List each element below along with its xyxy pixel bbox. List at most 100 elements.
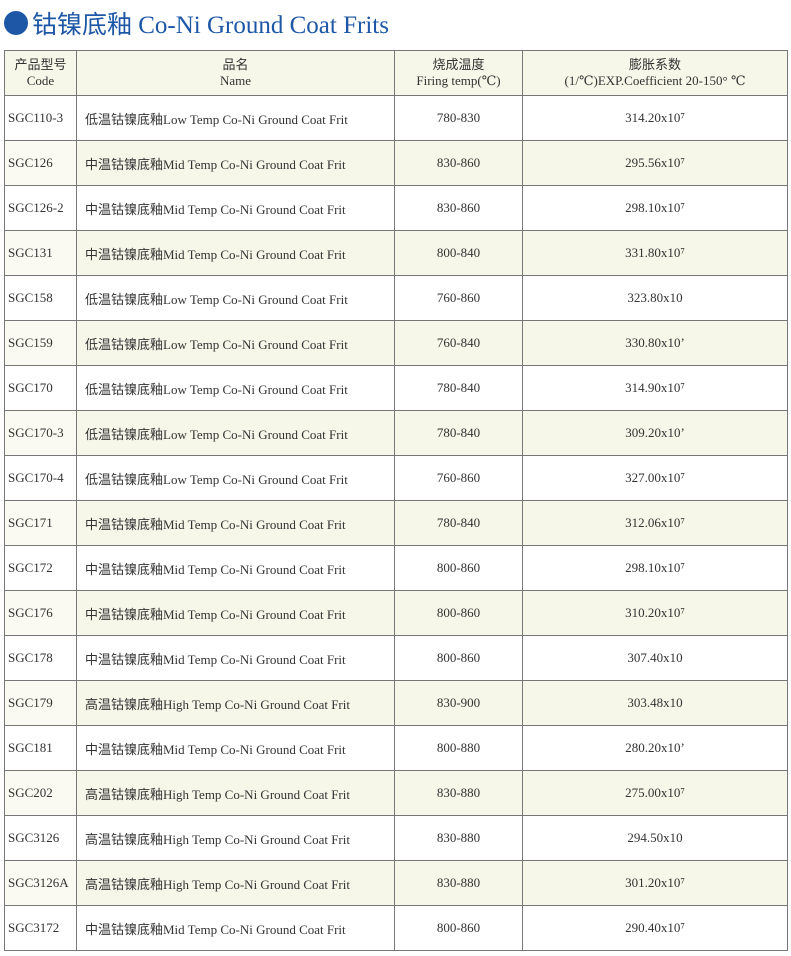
expansion-coefficient: 331.80x10⁷ [522,230,788,276]
firing-temp: 780-830 [394,95,523,141]
table-row: SGC170 低温钴镍底釉Low Temp Co-Ni Ground Coat F… [4,365,788,411]
page-title: 钴镍底釉 Co-Ni Ground Coat Frits [32,12,389,39]
product-name: 高温钴镍底釉High Temp Co-Ni Ground Coat Frit [76,815,395,861]
product-name: 高温钴镍底釉High Temp Co-Ni Ground Coat Frit [76,860,395,906]
table-row: SGC110-3 低温钴镍底釉Low Temp Co-Ni Ground Coat… [4,95,788,141]
table-row: SGC181 中温钴镍底釉Mid Temp Co-Ni Ground Coat F… [4,725,788,771]
table-row: SGC3126A 高温钴镍底釉High Temp Co-Ni Ground Coa… [4,860,788,906]
product-code: SGC170-3 [4,410,77,456]
firing-temp: 800-860 [394,905,523,951]
product-code: SGC181 [4,725,77,771]
product-table: 产品型号 Code 品名 Name 烧成温度 Firing temp(℃) 膨胀系数 (1/℃… [4,50,788,951]
product-code: SGC202 [4,770,77,816]
product-name: 低温钴镍底釉Low Temp Co-Ni Ground Coat Frit [76,320,395,366]
product-name: 中温钴镍底釉Mid Temp Co-Ni Ground Coat Frit [76,500,395,546]
table-row: SGC126 中温钴镍底釉Mid Temp Co-Ni Ground Coat F… [4,140,788,186]
column-header-zh: 产品型号 [14,57,67,72]
firing-temp: 830-860 [394,185,523,231]
table-row: SGC159 低温钴镍底釉Low Temp Co-Ni Ground Coat F… [4,320,788,366]
header-row: 产品型号 Code 品名 Name 烧成温度 Firing temp(℃) 膨胀系数 (1/℃… [4,50,788,96]
product-code: SGC171 [4,500,77,546]
product-name: 中温钴镍底釉Mid Temp Co-Ni Ground Coat Frit [76,545,395,591]
firing-temp: 760-860 [394,455,523,501]
column-header-en: Name [219,73,252,88]
table-body: SGC110-3 低温钴镍底釉Low Temp Co-Ni Ground Coat… [4,95,788,951]
product-name: 中温钴镍底釉Mid Temp Co-Ni Ground Coat Frit [76,230,395,276]
column-header-en: Firing temp(℃) [416,73,501,88]
product-code: SGC110-3 [4,95,77,141]
column-header-en: Code [26,73,55,88]
product-code: SGC179 [4,680,77,726]
firing-temp: 830-880 [394,770,523,816]
firing-temp: 800-860 [394,590,523,636]
product-name: 低温钴镍底釉Low Temp Co-Ni Ground Coat Frit [76,275,395,321]
product-name: 高温钴镍底釉High Temp Co-Ni Ground Coat Frit [76,770,395,816]
table-row: SGC170-3 低温钴镍底釉Low Temp Co-Ni Ground Coat… [4,410,788,456]
table-row: SGC179 高温钴镍底釉High Temp Co-Ni Ground Coat … [4,680,788,726]
product-code: SGC170-4 [4,455,77,501]
table-row: SGC3172 中温钴镍底釉Mid Temp Co-Ni Ground Coat … [4,905,788,951]
product-name: 中温钴镍底釉Mid Temp Co-Ni Ground Coat Frit [76,590,395,636]
firing-temp: 760-840 [394,320,523,366]
column-header-zh: 品名 [222,57,249,72]
product-name: 中温钴镍底釉Mid Temp Co-Ni Ground Coat Frit [76,905,395,951]
table-row: SGC172 中温钴镍底釉Mid Temp Co-Ni Ground Coat F… [4,545,788,591]
product-code: SGC126-2 [4,185,77,231]
product-code: SGC126 [4,140,77,186]
table-row: SGC171 中温钴镍底釉Mid Temp Co-Ni Ground Coat F… [4,500,788,546]
product-name: 高温钴镍底釉High Temp Co-Ni Ground Coat Frit [76,680,395,726]
table-row: SGC131 中温钴镍底釉Mid Temp Co-Ni Ground Coat F… [4,230,788,276]
expansion-coefficient: 327.00x10⁷ [522,455,788,501]
expansion-coefficient: 312.06x10⁷ [522,500,788,546]
product-code: SGC170 [4,365,77,411]
product-code: SGC159 [4,320,77,366]
title-bar: 钴镍底釉 Co-Ni Ground Coat Frits [4,6,389,40]
product-code: SGC3126A [4,860,77,906]
column-header: 产品型号 Code [4,50,77,96]
column-header: 品名 Name [76,50,395,96]
column-header-zh: 膨胀系数 [628,57,681,72]
expansion-coefficient: 298.10x10⁷ [522,545,788,591]
table-row: SGC3126 高温钴镍底釉High Temp Co-Ni Ground Coat… [4,815,788,861]
product-name: 低温钴镍底釉Low Temp Co-Ni Ground Coat Frit [76,455,395,501]
product-code: SGC178 [4,635,77,681]
product-code: SGC172 [4,545,77,591]
column-header-en: (1/℃)EXP.Coefficient 20-150° ℃ [564,73,746,88]
column-header-zh: 烧成温度 [432,57,485,72]
product-name: 低温钴镍底釉Low Temp Co-Ni Ground Coat Frit [76,365,395,411]
bullet-icon [4,11,28,35]
firing-temp: 830-880 [394,860,523,906]
expansion-coefficient: 298.10x10⁷ [522,185,788,231]
column-header: 烧成温度 Firing temp(℃) [394,50,523,96]
expansion-coefficient: 314.20x10⁷ [522,95,788,141]
expansion-coefficient: 301.20x10⁷ [522,860,788,906]
expansion-coefficient: 323.80x10 [522,275,788,321]
expansion-coefficient: 307.40x10 [522,635,788,681]
firing-temp: 830-880 [394,815,523,861]
table-row: SGC202 高温钴镍底釉High Temp Co-Ni Ground Coat … [4,770,788,816]
firing-temp: 800-880 [394,725,523,771]
firing-temp: 800-860 [394,545,523,591]
product-code: SGC3126 [4,815,77,861]
expansion-coefficient: 294.50x10 [522,815,788,861]
table-row: SGC178 中温钴镍底釉Mid Temp Co-Ni Ground Coat F… [4,635,788,681]
firing-temp: 780-840 [394,365,523,411]
table-row: SGC170-4 低温钴镍底釉Low Temp Co-Ni Ground Coat… [4,455,788,501]
product-code: SGC176 [4,590,77,636]
table-row: SGC126-2 中温钴镍底釉Mid Temp Co-Ni Ground Coat… [4,185,788,231]
firing-temp: 800-860 [394,635,523,681]
firing-temp: 780-840 [394,500,523,546]
product-name: 低温钴镍底釉Low Temp Co-Ni Ground Coat Frit [76,410,395,456]
expansion-coefficient: 310.20x10⁷ [522,590,788,636]
expansion-coefficient: 303.48x10 [522,680,788,726]
expansion-coefficient: 330.80x10’ [522,320,788,366]
product-name: 低温钴镍底釉Low Temp Co-Ni Ground Coat Frit [76,95,395,141]
expansion-coefficient: 314.90x10⁷ [522,365,788,411]
expansion-coefficient: 280.20x10’ [522,725,788,771]
column-header: 膨胀系数 (1/℃)EXP.Coefficient 20-150° ℃ [522,50,788,96]
product-name: 中温钴镍底釉Mid Temp Co-Ni Ground Coat Frit [76,140,395,186]
expansion-coefficient: 309.20x10’ [522,410,788,456]
firing-temp: 830-860 [394,140,523,186]
table-row: SGC176 中温钴镍底釉Mid Temp Co-Ni Ground Coat F… [4,590,788,636]
